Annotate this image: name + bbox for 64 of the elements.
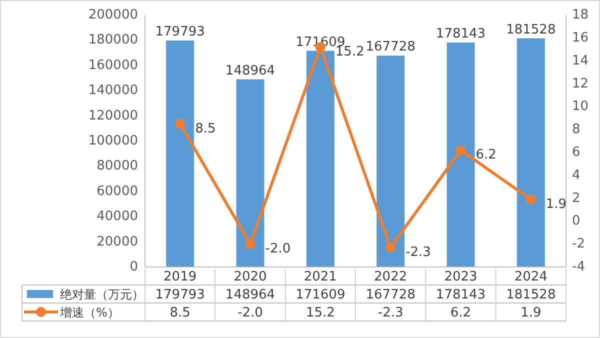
bar <box>376 56 405 267</box>
text: -2.0 <box>265 242 291 257</box>
y2-tick-label: 14 <box>572 53 589 68</box>
y-tick-label: 200000 <box>88 8 138 23</box>
text: 8.5 <box>195 121 216 136</box>
text: 179793 <box>155 24 205 40</box>
x-tick-label: 2022 <box>374 270 408 285</box>
data-label: 181528 <box>506 288 556 303</box>
data-label: 6.2 <box>450 306 472 321</box>
text: 1.9 <box>546 196 567 212</box>
y2-tick-label: -2 <box>572 236 585 252</box>
y2-tick-label: 18 <box>572 8 589 23</box>
y-tick-label: 0 <box>130 260 138 275</box>
bar <box>306 50 334 267</box>
point <box>456 145 466 156</box>
data-label: 15.2 <box>306 306 335 321</box>
legend-label: 绝对量（万元） <box>60 287 144 302</box>
text: 167728 <box>366 40 416 55</box>
text: 181528 <box>506 22 556 38</box>
text: 148964 <box>225 63 276 78</box>
data-label: 148964 <box>225 288 276 303</box>
bar <box>236 79 264 267</box>
legend-label: 增速（%） <box>59 305 120 320</box>
data-label: -2.3 <box>378 306 404 321</box>
data-label: 178143 <box>436 288 486 303</box>
x-tick-label: 2023 <box>444 270 478 285</box>
y2-tick-label: 10 <box>572 99 589 114</box>
bar <box>166 40 194 267</box>
y-tick-label: 180000 <box>88 32 138 48</box>
data-label: 167728 <box>366 288 416 303</box>
y-tick-label: 40000 <box>96 209 138 224</box>
y2-tick-label: -4 <box>572 260 585 275</box>
y-tick-label: 100000 <box>88 134 138 149</box>
point <box>526 194 536 204</box>
y2-tick-label: 4 <box>572 168 580 183</box>
data-label: 179793 <box>155 288 205 303</box>
bar <box>516 38 545 267</box>
y2-tick-label: 16 <box>572 30 589 46</box>
data-label: -2.0 <box>238 306 263 321</box>
y-tick-label: 60000 <box>96 184 138 199</box>
bar <box>446 42 475 267</box>
text: 178143 <box>436 26 486 42</box>
y2-tick-label: 2 <box>572 190 580 206</box>
y-tick-label: 120000 <box>88 108 138 124</box>
x-tick-label: 2019 <box>164 270 197 285</box>
data-label: 8.5 <box>170 306 190 321</box>
point <box>175 118 186 129</box>
x-tick-label: 2024 <box>514 270 548 285</box>
y2-tick-label: 12 <box>572 76 589 92</box>
x-tick-label: 2021 <box>304 270 337 285</box>
text: 6.2 <box>476 148 496 163</box>
y-tick-label: 20000 <box>96 234 138 250</box>
x-tick-label: 2020 <box>234 270 267 285</box>
point <box>245 239 256 250</box>
y2-tick-label: 6 <box>572 145 580 160</box>
point <box>386 242 396 253</box>
y-tick-label: 160000 <box>88 58 138 73</box>
y-tick-label: 140000 <box>88 83 138 98</box>
y-tick-label: 80000 <box>96 158 138 174</box>
y2-tick-label: 0 <box>572 214 580 229</box>
data-label: 1.9 <box>520 306 542 321</box>
data-label: 171609 <box>296 288 346 303</box>
y2-tick-label: 8 <box>572 122 580 138</box>
text: -2.3 <box>406 245 431 260</box>
